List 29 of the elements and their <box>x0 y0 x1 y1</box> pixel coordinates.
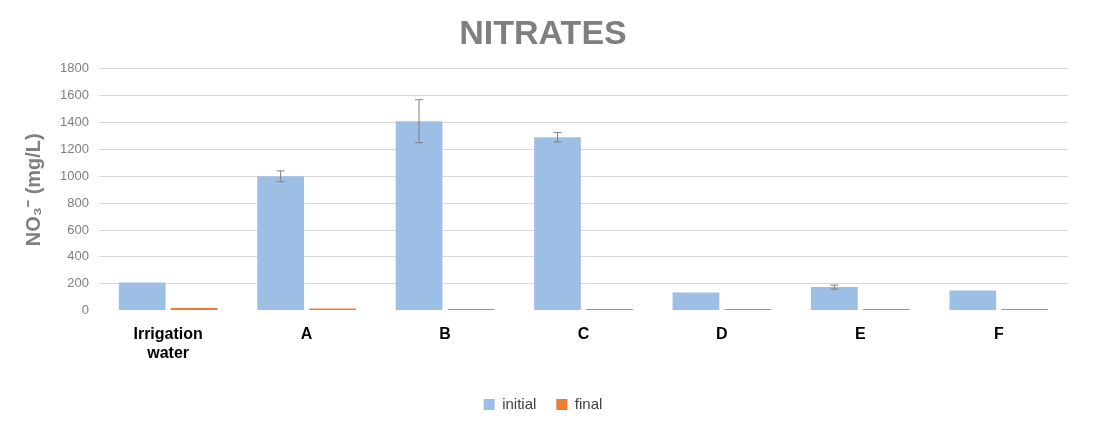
y-tick-label: 1000 <box>60 167 89 183</box>
bar <box>811 287 858 311</box>
x-tick-label: A <box>300 324 313 342</box>
bar <box>949 290 997 311</box>
y-tick-label: 400 <box>67 248 89 264</box>
x-tick-label: F <box>993 324 1004 342</box>
legend-label: final <box>574 394 603 412</box>
bar <box>672 292 720 311</box>
x-tick-label: B <box>439 324 451 342</box>
y-tick-label: 1200 <box>60 140 89 156</box>
bar <box>257 176 304 311</box>
x-tick-label: E <box>855 324 866 342</box>
y-tick-label: 600 <box>67 221 89 237</box>
chart-title: NITRATES <box>459 12 627 51</box>
x-tick-label: Irrigation water <box>133 324 203 361</box>
bar <box>395 121 443 311</box>
y-tick-label: 0 <box>81 302 89 318</box>
y-tick-label: 1600 <box>60 87 89 103</box>
bar <box>534 137 581 311</box>
y-axis-title: NO₃⁻ (mg/L) <box>21 133 44 247</box>
y-tick-label: 1800 <box>60 60 89 76</box>
y-tick-label: 1400 <box>60 114 89 130</box>
y-tick-label: 200 <box>67 275 89 291</box>
y-tick-label: 800 <box>67 194 89 210</box>
x-tick-label: C <box>577 324 590 342</box>
bar <box>170 307 218 311</box>
bar <box>118 282 166 311</box>
x-tick-label: D <box>716 324 728 342</box>
legend-label: initial <box>502 394 537 412</box>
